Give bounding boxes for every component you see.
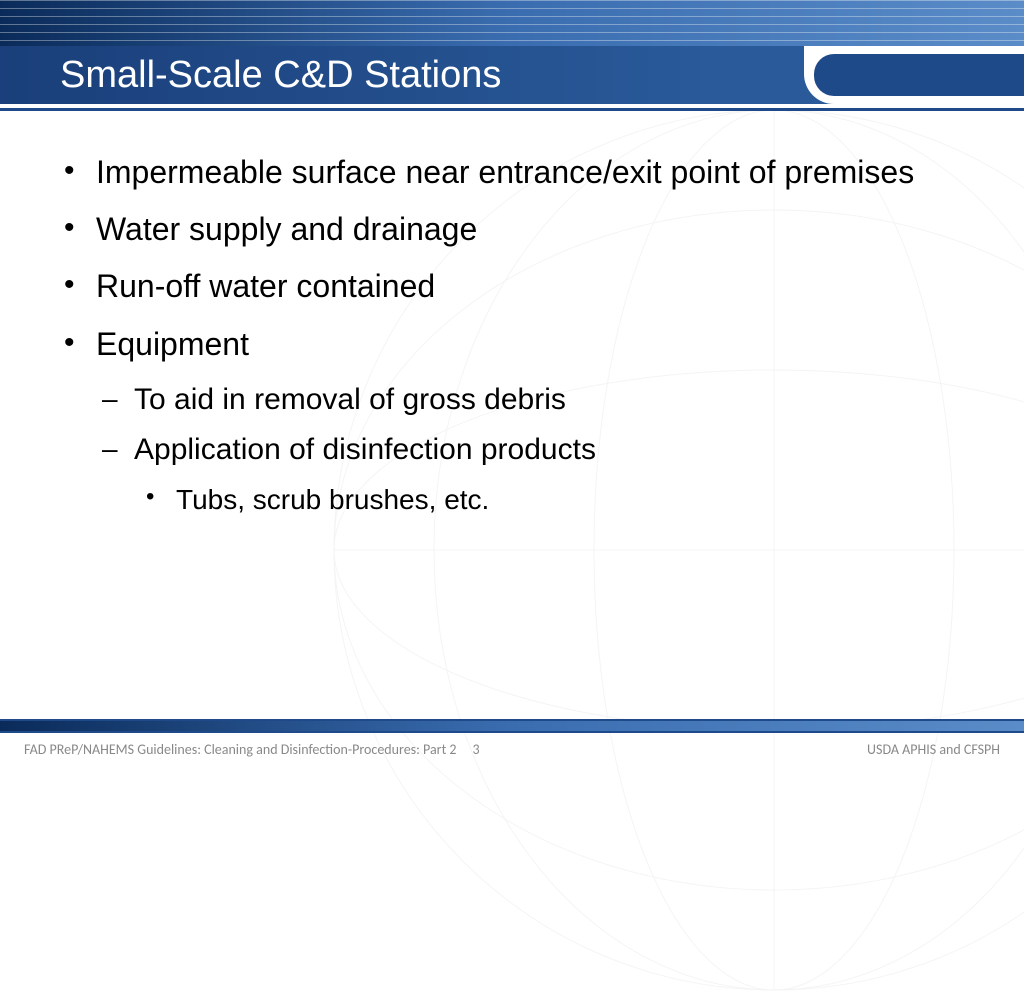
bullet-item: Impermeable surface near entrance/exit p… (58, 151, 966, 194)
title-tab-decoration (804, 46, 1024, 104)
footer-left-text: FAD PReP/NAHEMS Guidelines: Cleaning and… (24, 741, 457, 758)
slide-title: Small-Scale C&D Stations (0, 54, 501, 97)
header-stripes (0, 0, 1024, 46)
bullet-item: Run-off water contained (58, 265, 966, 308)
slide-footer: FAD PReP/NAHEMS Guidelines: Cleaning and… (0, 719, 1024, 768)
footer-right-text: USDA APHIS and CFSPH (867, 741, 1000, 758)
header-underline (0, 108, 1024, 111)
sub-sub-bullet-item: Tubs, scrub brushes, etc. (58, 481, 966, 519)
bullet-item: Water supply and drainage (58, 208, 966, 251)
bullet-item: Equipment (58, 323, 966, 366)
footer-text-row: FAD PReP/NAHEMS Guidelines: Cleaning and… (0, 733, 1024, 768)
sub-bullet-item: To aid in removal of gross debris (58, 380, 966, 421)
slide-header: Small-Scale C&D Stations (0, 0, 1024, 111)
slide-content: Impermeable surface near entrance/exit p… (0, 111, 1024, 549)
title-bar: Small-Scale C&D Stations (0, 46, 1024, 104)
footer-stripe (0, 719, 1024, 733)
sub-bullet-item: Application of disinfection products (58, 430, 966, 471)
footer-page-number: 3 (473, 741, 480, 758)
